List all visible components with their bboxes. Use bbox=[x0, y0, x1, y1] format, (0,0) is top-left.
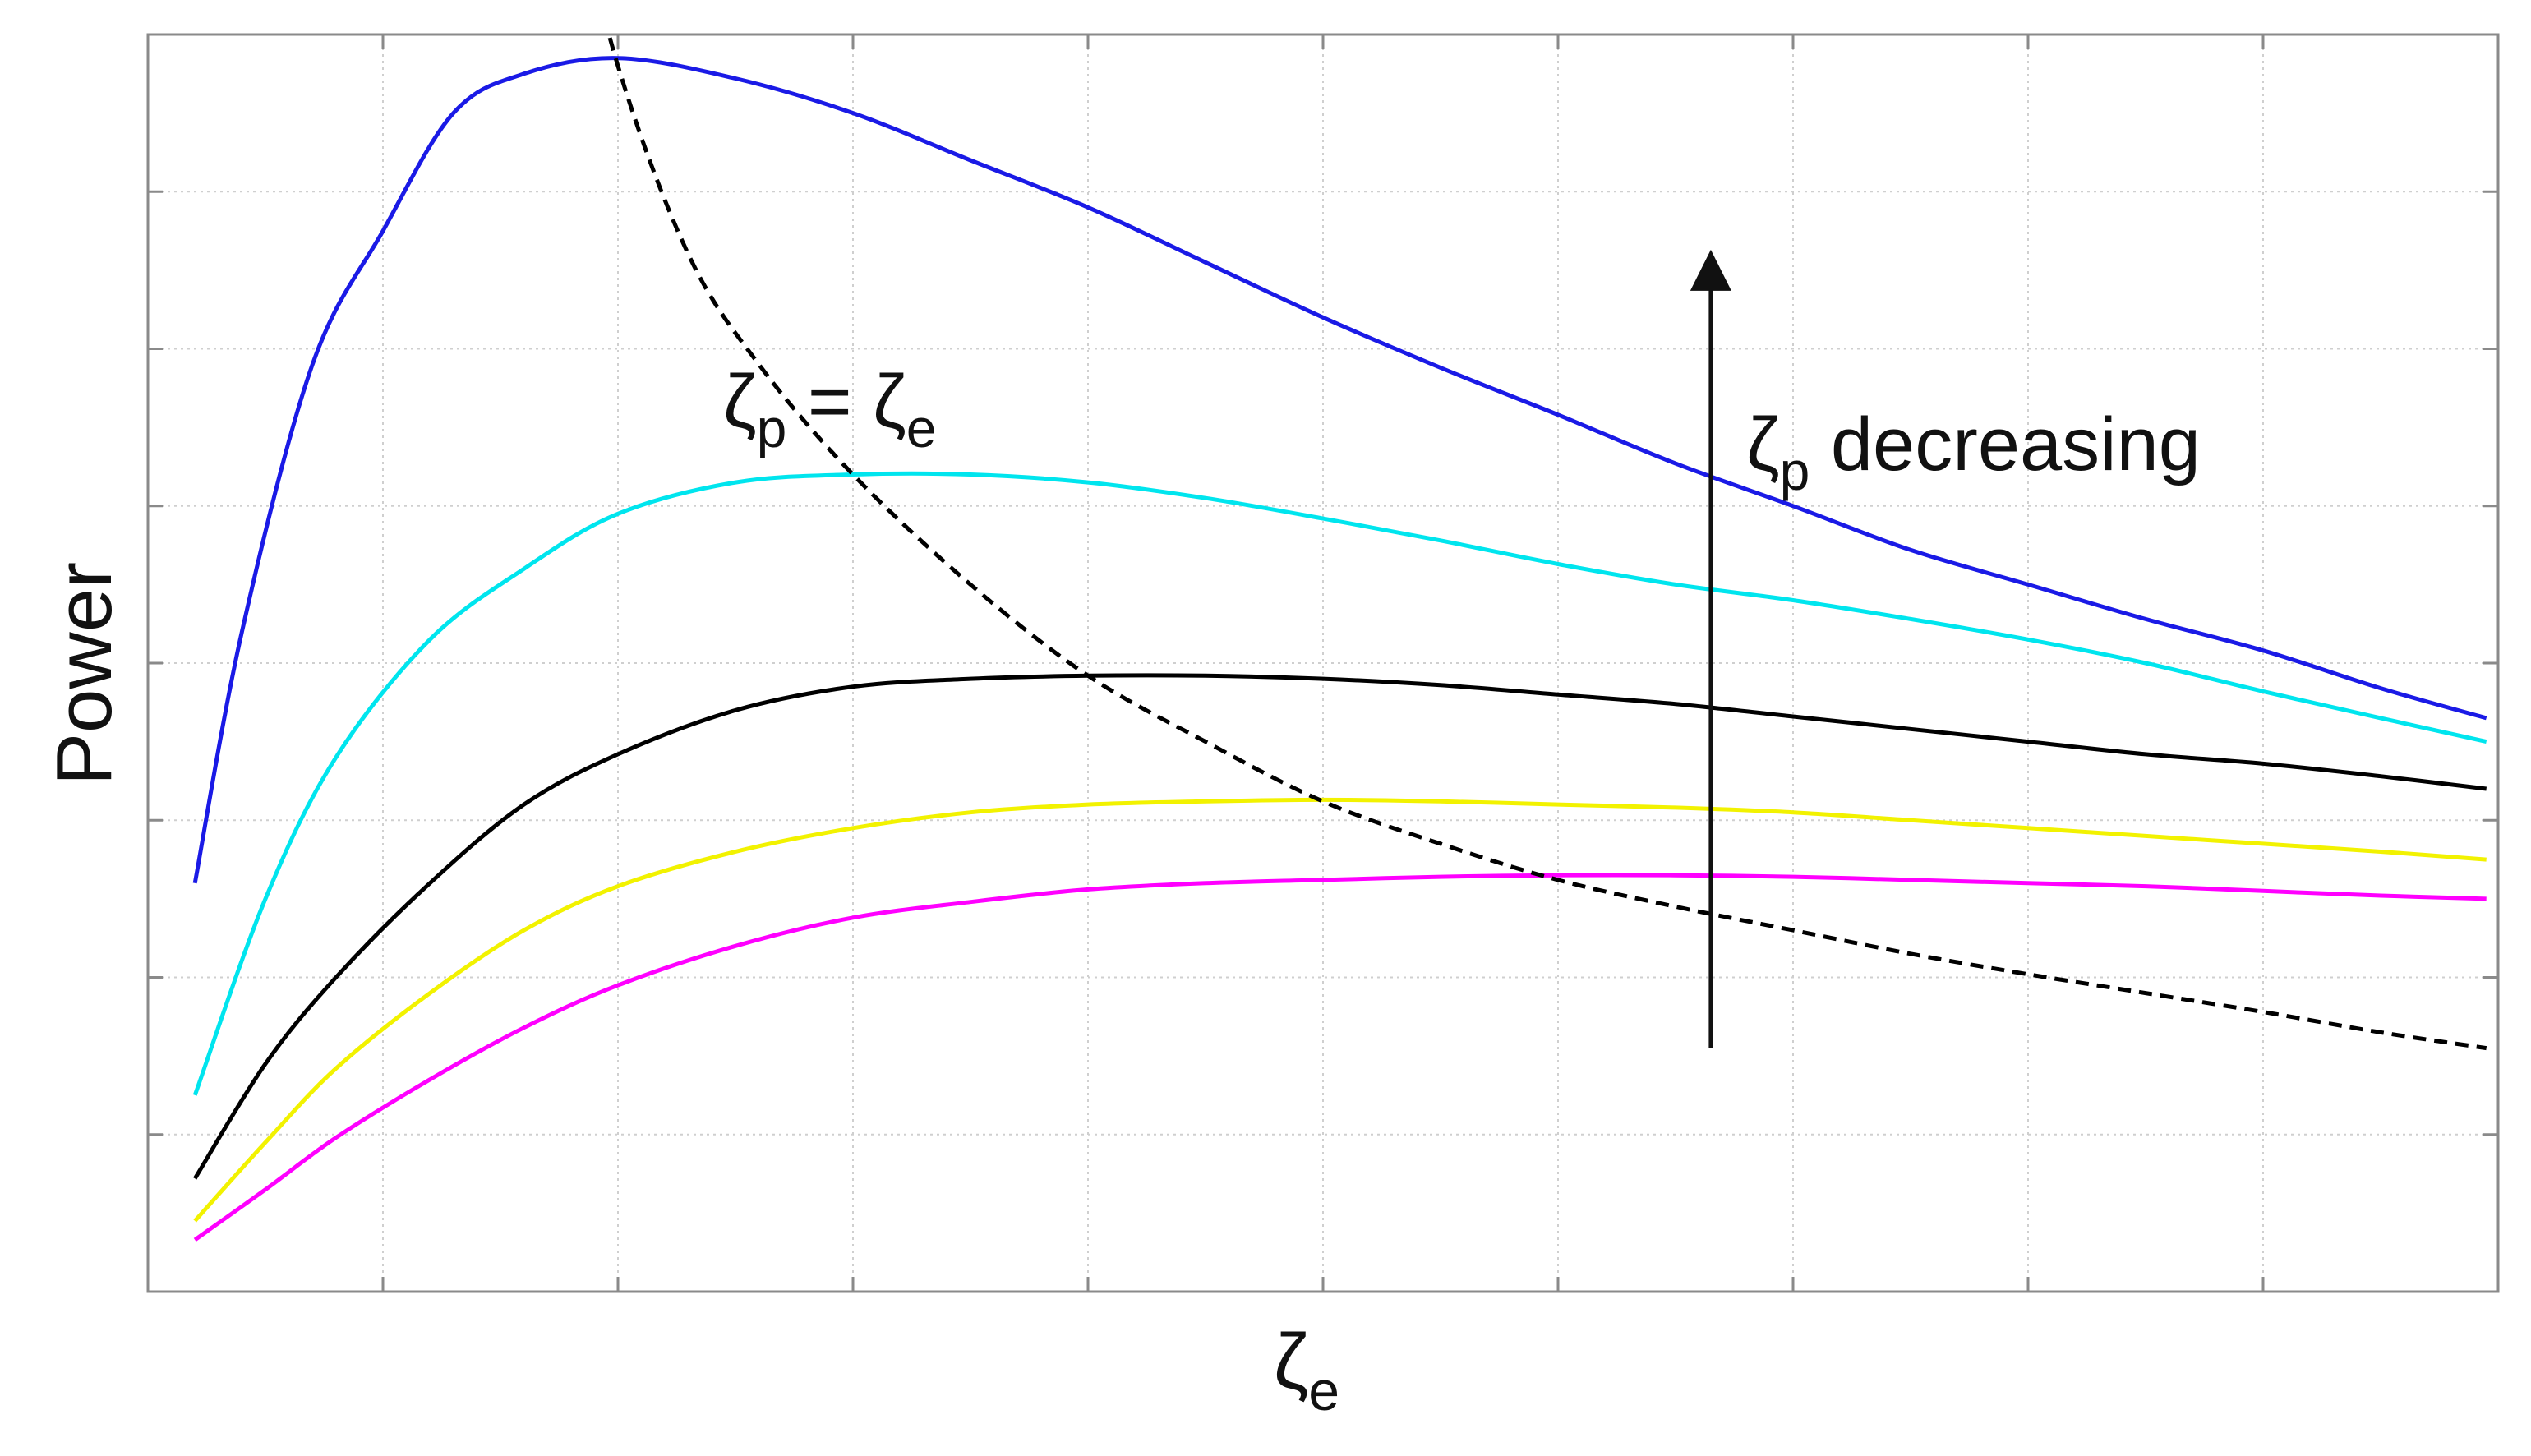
series-line-4 bbox=[193, 797, 2487, 1223]
series-line-2 bbox=[192, 471, 2487, 1096]
series-line-1 bbox=[192, 56, 2487, 884]
series-layer bbox=[192, 56, 2487, 1242]
reference-curve-dashed bbox=[606, 35, 2487, 1051]
series-line-5 bbox=[193, 873, 2487, 1242]
series-line-3 bbox=[193, 673, 2487, 1180]
x-axis-label: ζe bbox=[1274, 1318, 1339, 1422]
reference-curve-label: ζp = ζe bbox=[723, 360, 936, 458]
y-axis-label: Power bbox=[40, 562, 128, 786]
plot-frame bbox=[146, 33, 2500, 1293]
arrow-label: ζp decreasing bbox=[1746, 403, 2201, 501]
grid-lines bbox=[148, 35, 2498, 1292]
